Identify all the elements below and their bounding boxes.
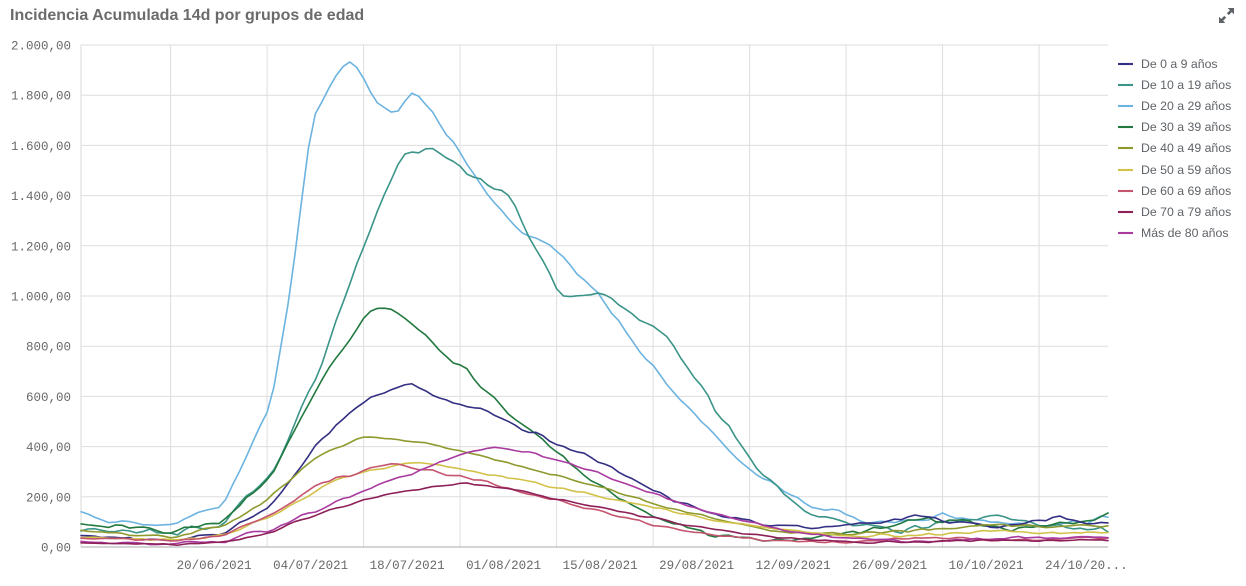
svg-text:800,00: 800,00 (26, 341, 71, 355)
svg-text:200,00: 200,00 (26, 491, 71, 505)
svg-text:1.000,00: 1.000,00 (11, 291, 71, 305)
svg-text:01/08/2021: 01/08/2021 (466, 559, 541, 573)
svg-text:20/06/2021: 20/06/2021 (177, 559, 252, 573)
svg-text:04/07/2021: 04/07/2021 (273, 559, 348, 573)
svg-text:1.800,00: 1.800,00 (11, 90, 71, 104)
svg-text:2.000,00: 2.000,00 (11, 40, 71, 54)
svg-text:29/08/2021: 29/08/2021 (659, 559, 734, 573)
svg-text:26/09/2021: 26/09/2021 (852, 559, 927, 573)
svg-text:1.600,00: 1.600,00 (11, 140, 71, 154)
svg-text:600,00: 600,00 (26, 391, 71, 405)
svg-text:1.200,00: 1.200,00 (11, 240, 71, 254)
svg-text:10/10/2021: 10/10/2021 (949, 559, 1024, 573)
svg-text:18/07/2021: 18/07/2021 (370, 559, 445, 573)
svg-text:1.400,00: 1.400,00 (11, 190, 71, 204)
svg-text:12/09/2021: 12/09/2021 (756, 559, 831, 573)
svg-text:400,00: 400,00 (26, 441, 71, 455)
svg-text:24/10/20...: 24/10/20... (1045, 559, 1128, 573)
svg-text:0,00: 0,00 (41, 542, 71, 556)
svg-text:15/08/2021: 15/08/2021 (563, 559, 638, 573)
